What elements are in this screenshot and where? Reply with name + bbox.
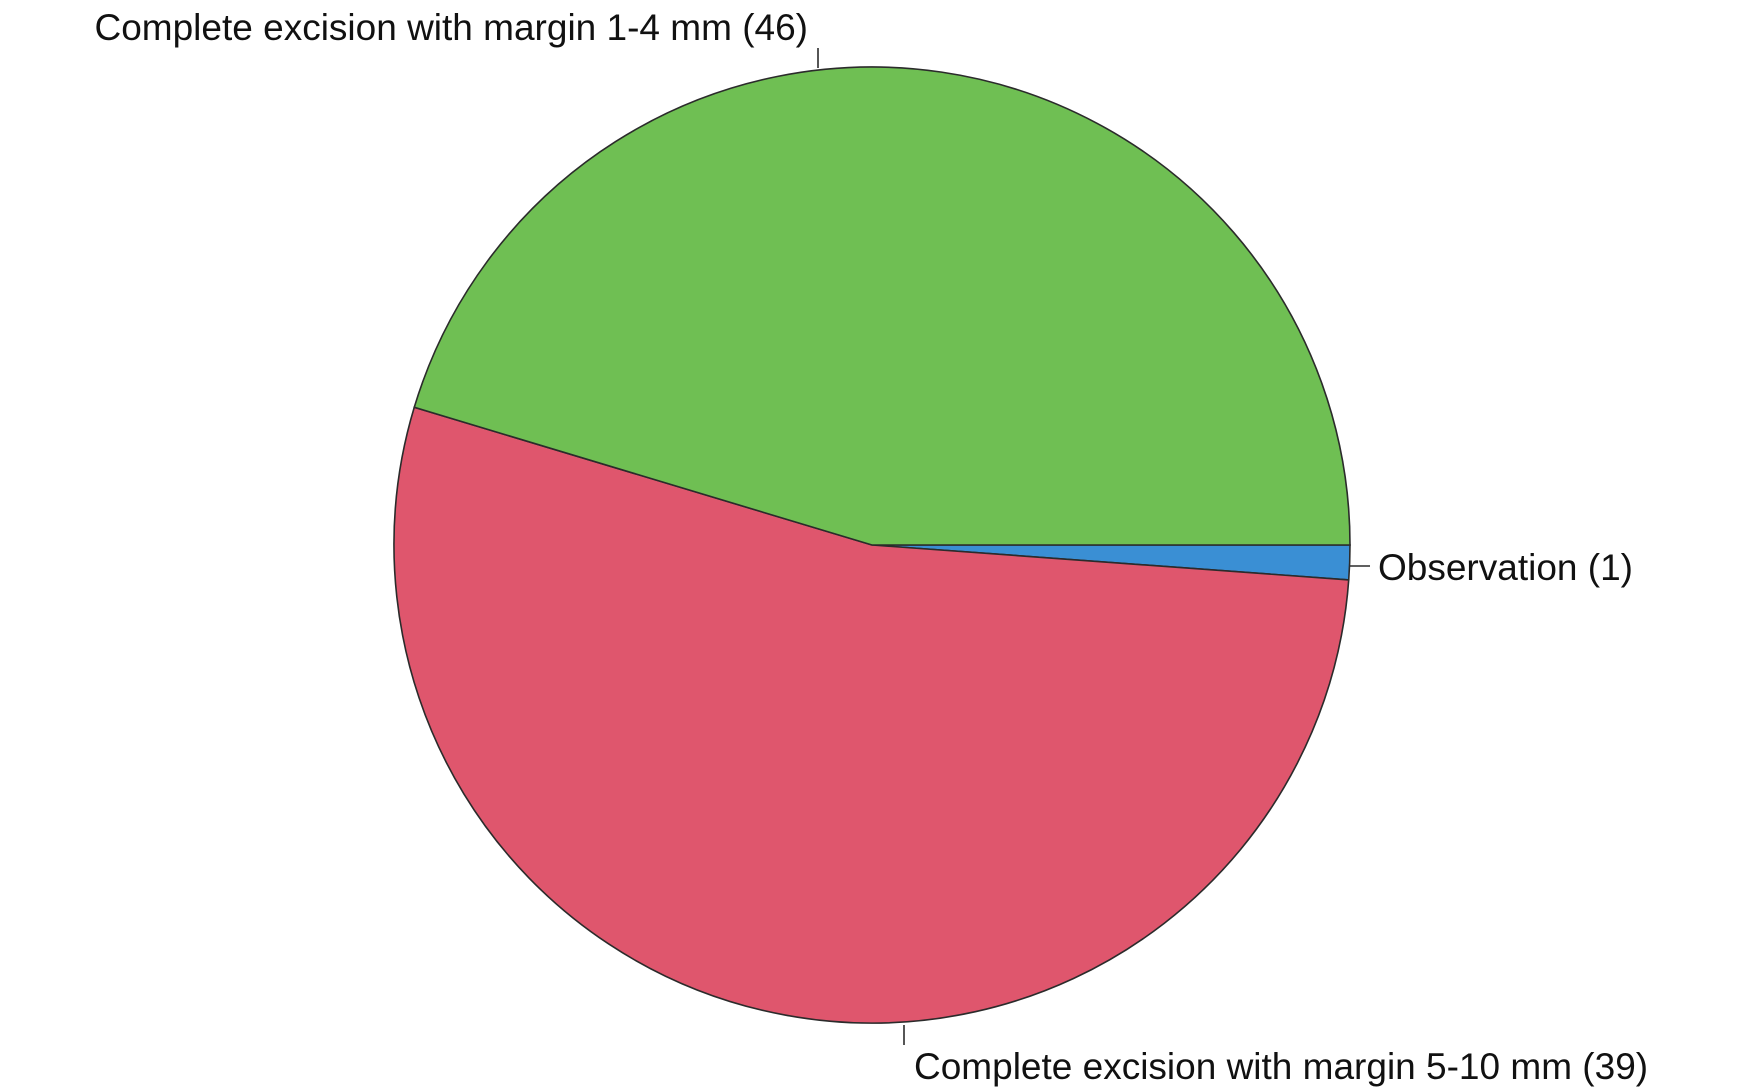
slice-label-complete-excision-with-margin-1-4-mm: Complete excision with margin 1-4 mm (46…	[94, 7, 808, 48]
pie-slice-complete-excision-with-margin-1-4-mm	[393, 406, 1350, 1024]
pie-slice-complete-excision-with-margin-5-10-mm	[413, 66, 1351, 546]
pie-labels: Observation (1) Complete excision with ma…	[94, 7, 1648, 1087]
slice-label-complete-excision-with-margin-5-10-mm: Complete excision with margin 5-10 mm (3…	[914, 1046, 1648, 1087]
slice-label-observation: Observation (1)	[1378, 547, 1633, 588]
pie-slices	[393, 66, 1351, 1024]
